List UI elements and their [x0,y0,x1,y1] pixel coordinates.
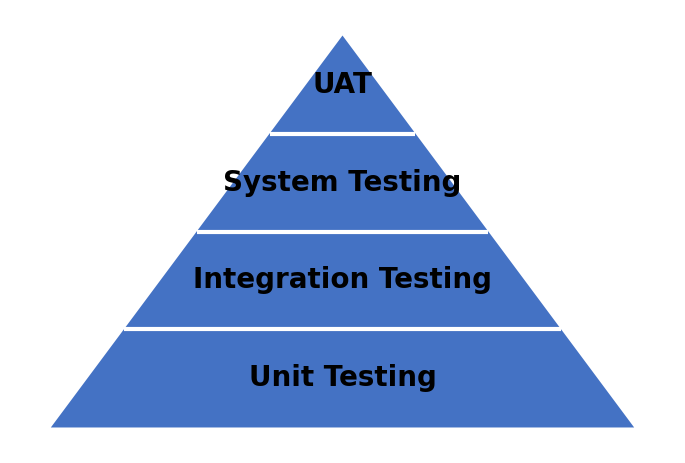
Text: System Testing: System Testing [223,169,462,196]
Text: Integration Testing: Integration Testing [193,267,492,294]
Polygon shape [51,36,634,427]
Text: UAT: UAT [312,70,373,99]
Text: Unit Testing: Unit Testing [249,364,436,393]
